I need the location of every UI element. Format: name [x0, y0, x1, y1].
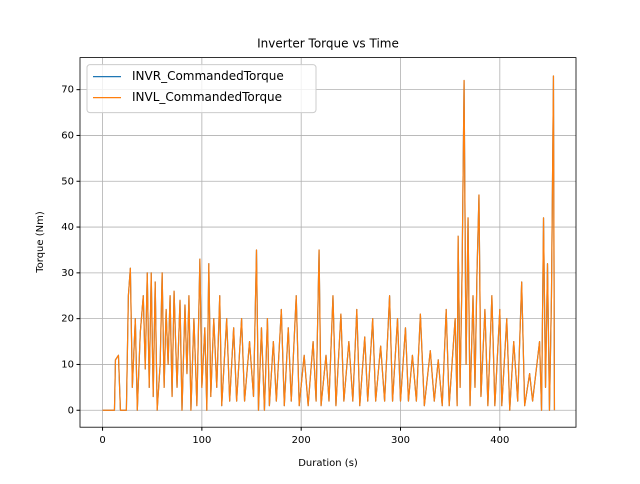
- y-tick-label: 30: [61, 268, 74, 279]
- x-tick-label: 0: [99, 435, 105, 446]
- legend-label: INVR_CommandedTorque: [132, 69, 284, 83]
- y-tick-label: 50: [61, 176, 74, 187]
- legend: INVR_CommandedTorque INVL_CommandedTorque: [86, 64, 317, 114]
- y-tick-label: 0: [68, 405, 74, 416]
- x-tick-label: 100: [192, 435, 211, 446]
- x-axis-label: Duration (s): [298, 458, 358, 469]
- x-tick-label: 200: [292, 435, 311, 446]
- legend-box: [86, 64, 317, 114]
- chart-title: Inverter Torque vs Time: [257, 37, 399, 51]
- y-tick-label: 60: [61, 130, 74, 141]
- line-series: [102, 75, 556, 411]
- y-tick-label: 70: [61, 85, 74, 96]
- y-tick-label: 40: [61, 222, 74, 233]
- y-tick-label: 10: [61, 359, 74, 370]
- x-tick-label: 400: [490, 435, 509, 446]
- y-axis-label: Torque (Nm): [35, 211, 46, 274]
- plot-frame: [79, 57, 577, 428]
- y-tick-label: 20: [61, 314, 74, 325]
- legend-label: INVL_CommandedTorque: [132, 90, 282, 104]
- x-tick-label: 300: [391, 435, 410, 446]
